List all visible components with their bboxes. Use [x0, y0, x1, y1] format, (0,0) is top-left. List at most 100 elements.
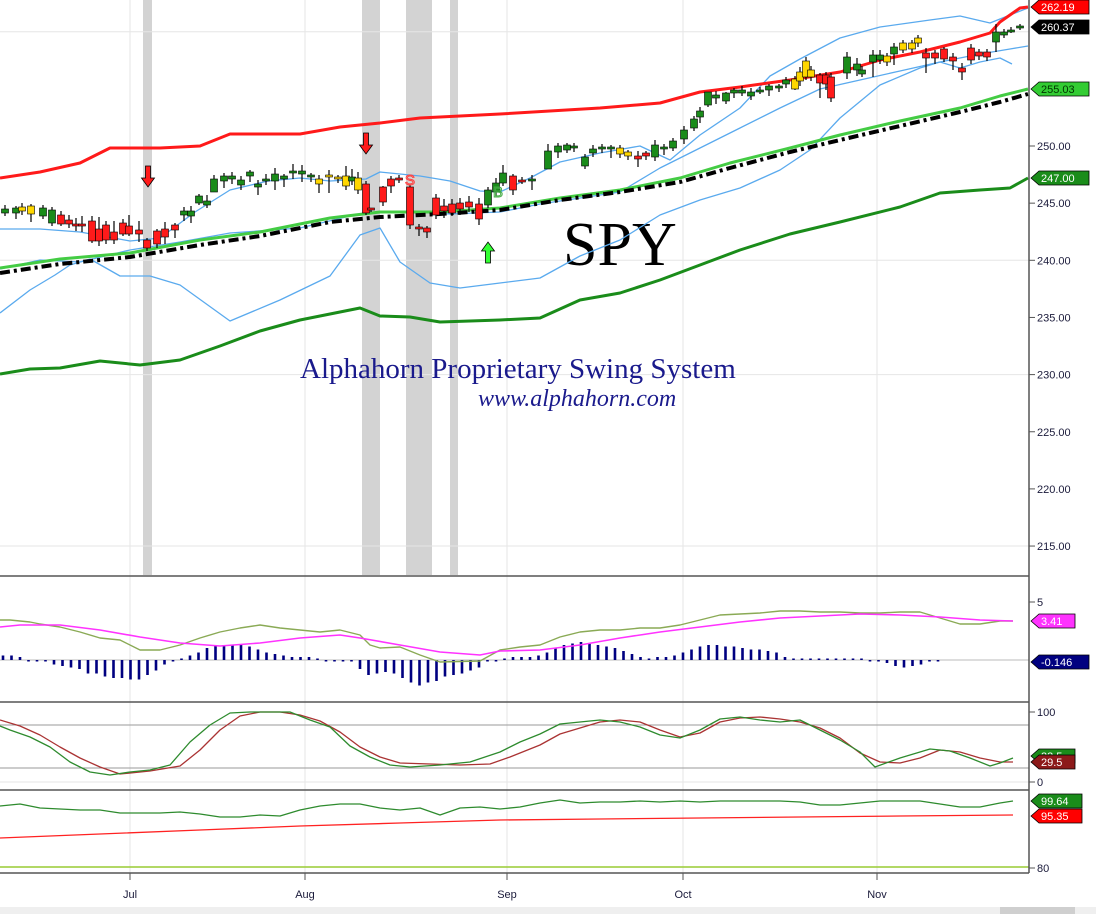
candle-body	[254, 183, 262, 188]
candle-body	[775, 85, 783, 89]
candle-body	[722, 92, 730, 102]
buy-arrow-icon	[480, 241, 496, 264]
macd-histogram-bar	[435, 660, 438, 681]
candle-body	[931, 52, 939, 59]
candle	[607, 145, 615, 158]
x-tick-label: Jul	[123, 889, 137, 901]
candle-body	[395, 177, 403, 181]
candle	[669, 138, 677, 151]
x-tick-label: Sep	[497, 889, 517, 901]
macd-histogram-bar	[562, 645, 566, 660]
candle-body	[589, 148, 597, 154]
highlight-band	[406, 0, 432, 575]
candle-body	[48, 209, 56, 224]
y-tick-label: 235.00	[1037, 312, 1071, 324]
x-tick-label: Nov	[867, 889, 887, 901]
macd-histogram-bar	[622, 651, 625, 660]
candle-body	[853, 63, 861, 71]
candle	[110, 221, 118, 244]
candle-body	[704, 91, 712, 106]
candle	[367, 207, 375, 212]
macd-signal-line	[0, 613, 1014, 656]
candle	[95, 217, 103, 246]
candle-body	[651, 144, 659, 158]
macd-histogram-bar	[52, 660, 56, 665]
candle-body	[102, 224, 110, 241]
candle-body	[1007, 29, 1015, 33]
candle-body	[922, 52, 930, 59]
macd-histogram-bar	[545, 652, 549, 660]
macd-histogram-bar	[486, 660, 489, 662]
macd-histogram-bar	[375, 660, 379, 674]
macd-histogram-bar	[409, 660, 413, 683]
macd-histogram-bar	[554, 648, 557, 660]
candle	[680, 126, 688, 144]
scrollbar-thumb[interactable]	[1000, 907, 1075, 914]
macd-histogram-bar	[758, 649, 761, 660]
candle	[271, 168, 279, 190]
candle-body	[756, 89, 764, 93]
candle	[387, 176, 395, 193]
candle	[992, 24, 1000, 52]
candle	[570, 143, 578, 152]
macd-histogram-bar	[265, 652, 268, 660]
candle	[791, 76, 799, 90]
candle-body	[367, 207, 375, 211]
candle	[39, 205, 47, 219]
bottom-green-line	[0, 799, 1014, 818]
macd-line	[0, 610, 1013, 663]
macd-histogram-bar	[341, 660, 345, 662]
candle-body	[171, 224, 179, 231]
candle-body	[499, 172, 507, 184]
macd-histogram-bar	[27, 660, 30, 662]
macd-histogram-bar	[1, 655, 5, 660]
y-tick-label: 5	[1037, 597, 1043, 609]
candle-body	[712, 94, 720, 99]
candle	[203, 195, 211, 208]
candle-body	[492, 182, 500, 193]
stoch-k-line	[0, 711, 1014, 776]
candle	[509, 174, 517, 195]
candle	[432, 194, 440, 219]
macd-histogram-bar	[826, 658, 829, 660]
macd-histogram-bar	[588, 643, 591, 660]
macd-histogram-bar	[911, 660, 914, 666]
value-tag-label: 247.00	[1041, 173, 1075, 185]
macd-histogram-bar	[681, 652, 685, 660]
candle-body	[983, 51, 991, 58]
macd-histogram-bar	[205, 648, 209, 660]
candle	[616, 145, 624, 158]
candle	[499, 165, 507, 186]
y-tick-label: 100	[1037, 707, 1055, 719]
macd-histogram-bar	[732, 646, 736, 660]
candle-body	[78, 223, 86, 227]
candle-body	[246, 171, 254, 177]
macd-histogram-bar	[843, 658, 846, 660]
candle-body	[598, 146, 606, 150]
candle	[890, 43, 898, 65]
value-tag-label: 262.19	[1041, 2, 1075, 14]
candle-body	[1, 208, 9, 214]
horizontal-scrollbar[interactable]	[0, 907, 1096, 914]
candle-body	[509, 175, 517, 191]
candle-body	[876, 54, 884, 61]
macd-histogram-bar	[724, 646, 727, 660]
candle	[528, 175, 536, 190]
trade-signals: SB	[140, 132, 504, 264]
candle	[975, 49, 983, 60]
candle-body	[362, 183, 370, 214]
buy-label-text: B	[493, 184, 503, 201]
candle-body	[325, 174, 333, 178]
macd-histogram-bar	[367, 660, 370, 675]
candle-body	[27, 205, 35, 215]
macd-histogram-bar	[307, 657, 311, 660]
candle	[738, 86, 746, 96]
candle-body	[228, 175, 236, 180]
candle	[228, 172, 236, 184]
macd-histogram-bar	[401, 660, 404, 678]
highlight-band	[362, 0, 380, 575]
candle-body	[883, 55, 891, 63]
macd-histogram-bar	[95, 660, 98, 674]
candle-body	[616, 147, 624, 155]
